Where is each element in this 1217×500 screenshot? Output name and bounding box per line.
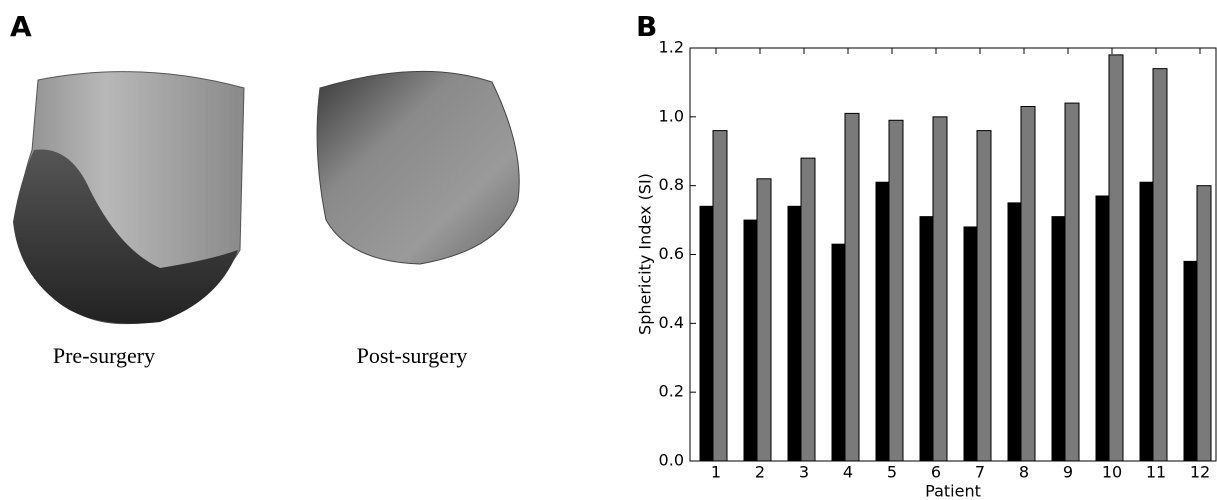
x-tick-label: 9 — [1063, 463, 1073, 482]
x-tick-label: 5 — [887, 463, 897, 482]
bar — [1007, 202, 1022, 462]
bar — [743, 219, 758, 462]
y-tick-label: 0.2 — [659, 382, 684, 401]
bar — [1152, 68, 1168, 462]
bar — [919, 216, 934, 462]
bar — [1108, 54, 1124, 462]
panel-label: A — [10, 10, 32, 43]
bar — [712, 130, 728, 462]
pre-surgery-shadow — [13, 149, 238, 324]
bar — [756, 178, 772, 462]
y-tick-label: 0.6 — [659, 244, 684, 263]
bar — [699, 205, 714, 462]
y-tick-label: 0.0 — [659, 451, 684, 470]
x-tick-label: 6 — [931, 463, 941, 482]
x-tick-label: 3 — [799, 463, 809, 482]
bar — [875, 181, 890, 462]
y-tick-label: 0.4 — [659, 313, 684, 332]
bar — [787, 205, 802, 462]
x-tick-label: 12 — [1190, 463, 1210, 482]
x-tick-label: 7 — [975, 463, 985, 482]
x-tick-label: 11 — [1146, 463, 1166, 482]
panel-label: B — [636, 10, 657, 43]
bar — [932, 116, 948, 462]
bar — [1020, 106, 1036, 462]
x-tick-label: 8 — [1019, 463, 1029, 482]
bar — [1095, 195, 1110, 462]
x-tick-label: 10 — [1102, 463, 1122, 482]
bar — [976, 130, 992, 462]
y-tick-label: 0.8 — [659, 175, 684, 194]
y-tick-label: 1.2 — [659, 38, 684, 57]
bar — [1064, 102, 1080, 462]
bar — [963, 226, 978, 462]
bar — [844, 112, 860, 462]
bar — [831, 243, 846, 462]
x-tick-label: 1 — [711, 463, 721, 482]
bar — [1196, 185, 1212, 462]
bar — [1183, 260, 1198, 462]
x-tick-label: 2 — [755, 463, 765, 482]
bar — [1051, 216, 1066, 462]
bar — [1139, 181, 1154, 462]
x-tick-label: 4 — [843, 463, 853, 482]
post-surgery-shape — [316, 70, 520, 265]
caption: Pre-surgery — [53, 343, 155, 368]
x-axis-label: Patient — [925, 482, 981, 500]
bar — [888, 119, 904, 462]
bar — [800, 157, 816, 462]
y-tick-label: 1.0 — [659, 106, 684, 125]
y-axis-label: Sphericity Index (SI) — [636, 173, 655, 335]
caption: Post-surgery — [357, 343, 468, 368]
